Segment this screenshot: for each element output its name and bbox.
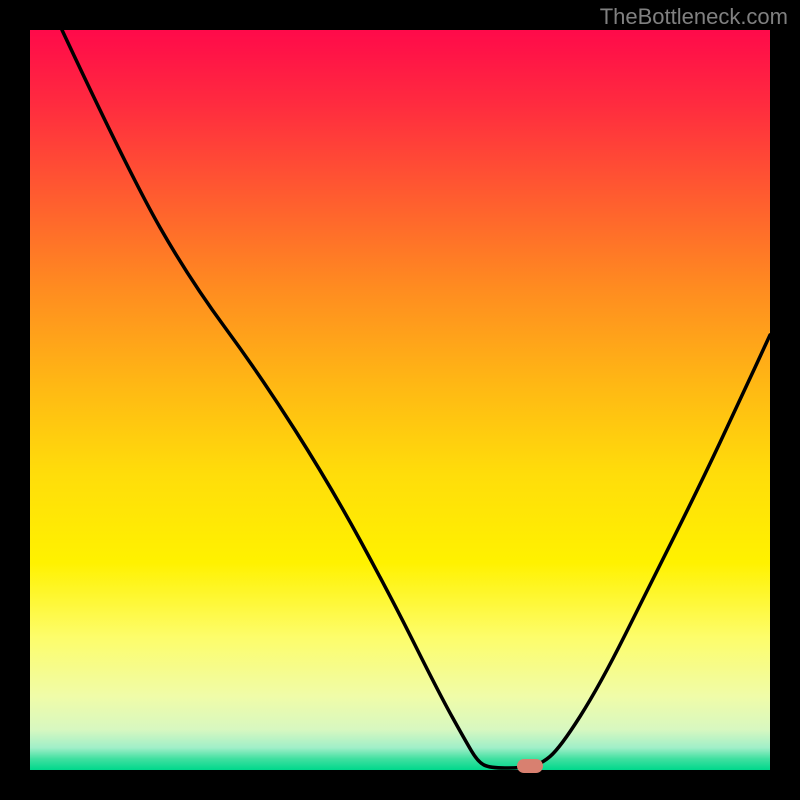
optimal-marker <box>517 759 543 773</box>
bottleneck-chart: TheBottleneck.com <box>0 0 800 800</box>
chart-container: TheBottleneck.com <box>0 0 800 800</box>
watermark-text: TheBottleneck.com <box>600 4 788 29</box>
plot-area <box>30 30 770 770</box>
